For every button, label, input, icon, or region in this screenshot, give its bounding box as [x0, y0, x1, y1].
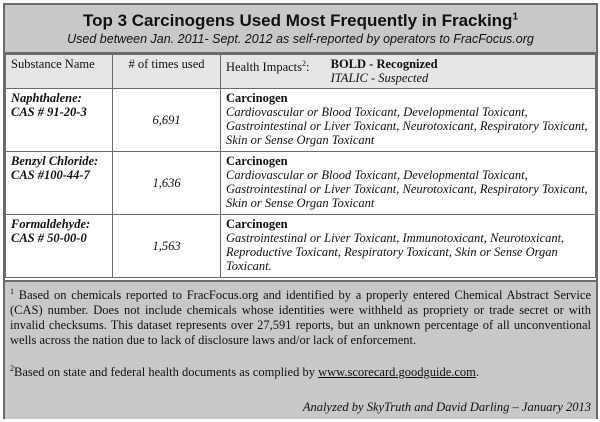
recognized-impact: Carcinogen — [226, 217, 288, 231]
legend-italic: ITALIC - Suspected — [330, 71, 429, 85]
page-title: Top 3 Carcinogens Used Most Frequently i… — [5, 11, 596, 31]
legend-bold: BOLD - Recognized — [330, 57, 438, 71]
legend: BOLD - Recognized ITALIC - Suspected — [331, 57, 438, 85]
times-used-cell: 6,691 — [112, 88, 221, 152]
suspected-impacts: Cardiovascular or Blood Toxicant, Develo… — [226, 168, 588, 210]
title-text: Top 3 Carcinogens Used Most Frequently i… — [82, 11, 513, 30]
cas-number: CAS # 91-20-3 — [11, 105, 87, 119]
footnote-1: 1 Based on chemicals reported to FracFoc… — [10, 284, 591, 348]
substance-cell: Benzyl Chloride: CAS #100-44-7 — [5, 151, 113, 215]
footnotes: 1 Based on chemicals reported to FracFoc… — [5, 280, 596, 419]
substance-cell: Naphthalene: CAS # 91-20-3 — [5, 88, 113, 152]
health-impacts-cell: Carcinogen Cardiovascular or Blood Toxica… — [220, 151, 596, 215]
footnote-2-mark: 2 — [10, 364, 14, 374]
recognized-impact: Carcinogen — [226, 91, 288, 105]
recognized-impact: Carcinogen — [226, 154, 288, 168]
suspected-impacts: Cardiovascular or Blood Toxicant, Develo… — [226, 105, 588, 147]
cas-number: CAS #100-44-7 — [11, 168, 90, 182]
table-row: Benzyl Chloride: CAS #100-44-7 1,636 Carc… — [5, 151, 596, 215]
carcinogen-table: Substance Name # of times used Health Im… — [5, 54, 596, 278]
times-used-cell: 1,563 — [112, 214, 221, 278]
credit-line: Analyzed by SkyTruth and David Darling –… — [302, 400, 591, 414]
substance-name: Formaldehyde: — [11, 217, 91, 231]
footnote-2-text: Based on state and federal health docume… — [14, 365, 319, 380]
header-substance: Substance Name — [5, 54, 113, 89]
subtitle: Used between Jan. 2011- Sept. 2012 as se… — [67, 32, 534, 46]
footnote-1-mark: 1 — [10, 287, 14, 296]
scorecard-link[interactable]: www.scorecard.goodguide.com — [318, 365, 476, 380]
health-impacts-cell: Carcinogen Gastrointestinal or Liver Toxi… — [220, 214, 596, 278]
table-row: Naphthalene: CAS # 91-20-3 6,691 Carcinog… — [5, 88, 596, 152]
footnote-2-end: . — [475, 365, 480, 380]
footnote-2: 2Based on state and federal health docum… — [10, 361, 591, 380]
suspected-impacts: Gastrointestinal or Liver Toxicant, Immu… — [226, 231, 565, 273]
header-health-impacts: Health Impacts2: BOLD - Recognized ITALI… — [220, 54, 596, 89]
substance-cell: Formaldehyde: CAS # 50-00-0 — [5, 214, 113, 278]
table-header-row: Substance Name # of times used Health Im… — [5, 54, 596, 89]
footnote-1-text: Based on chemicals reported to FracFocus… — [10, 288, 592, 348]
cas-number: CAS # 50-00-0 — [11, 231, 87, 245]
title-footnote-mark: 1 — [512, 11, 519, 23]
times-used-cell: 1,636 — [112, 151, 221, 215]
carcinogen-table-document: Top 3 Carcinogens Used Most Frequently i… — [3, 3, 598, 419]
health-impacts-footnote-mark: 2 — [302, 59, 307, 68]
health-impacts-label: Health Impacts — [226, 60, 303, 75]
header-times-used: # of times used — [112, 54, 221, 89]
table-row: Formaldehyde: CAS # 50-00-0 1,563 Carcino… — [5, 214, 596, 278]
substance-name: Benzyl Chloride: — [11, 154, 99, 168]
health-impacts-cell: Carcinogen Cardiovascular or Blood Toxica… — [220, 88, 596, 152]
substance-name: Naphthalene: — [11, 91, 82, 105]
title-band: Top 3 Carcinogens Used Most Frequently i… — [5, 5, 596, 54]
